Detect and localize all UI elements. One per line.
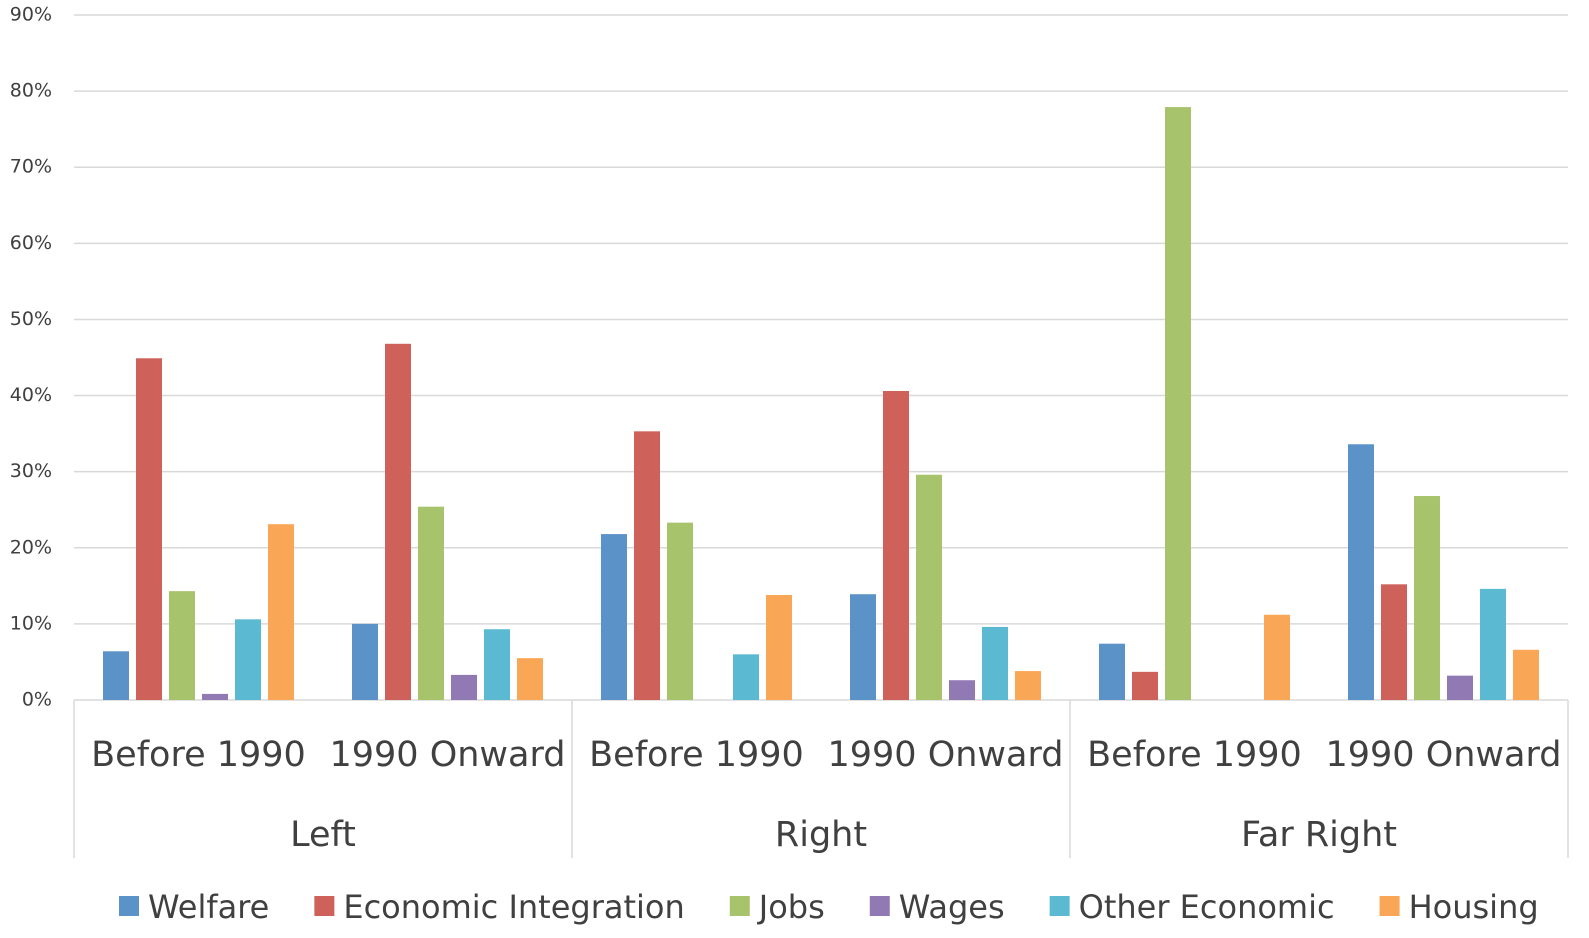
bar	[634, 431, 660, 700]
x-tick-label: 1990 Onward	[828, 735, 1064, 775]
bar	[1099, 643, 1125, 700]
bar	[850, 594, 876, 700]
bar	[1381, 584, 1407, 700]
group-label: Right	[775, 815, 867, 855]
bar	[1348, 444, 1374, 700]
bar	[883, 390, 909, 700]
group-label: Far Right	[1241, 815, 1397, 855]
bar	[418, 506, 444, 700]
legend-label: Wages	[899, 888, 1005, 926]
legend-label: Welfare	[148, 888, 269, 926]
bar	[1414, 496, 1440, 700]
bar	[1513, 649, 1539, 700]
y-tick-label: 90%	[10, 4, 52, 26]
bar	[235, 619, 261, 700]
legend-label: Jobs	[757, 888, 825, 926]
bar	[385, 343, 411, 700]
bar	[1264, 614, 1290, 700]
bar	[667, 522, 693, 700]
legend-swatch	[314, 896, 335, 916]
y-tick-label: 50%	[10, 308, 52, 330]
bar	[517, 658, 543, 700]
bar	[982, 626, 1008, 700]
legend-swatch	[119, 896, 139, 916]
y-tick-label: 80%	[10, 80, 52, 102]
bar	[451, 674, 477, 700]
y-tick-label: 30%	[10, 460, 52, 482]
legend-swatch	[869, 896, 890, 916]
bar	[601, 534, 627, 700]
bar	[1165, 107, 1191, 701]
group-label: Left	[290, 815, 356, 855]
bar	[916, 474, 942, 700]
y-tick-label: 0%	[22, 689, 52, 711]
x-tick-label: Before 1990	[589, 735, 804, 775]
legend-label: Other Economic	[1079, 888, 1335, 926]
legend-swatch	[1049, 896, 1070, 916]
y-tick-label: 10%	[10, 612, 52, 634]
bar	[169, 591, 195, 700]
x-tick-label: 1990 Onward	[330, 735, 566, 775]
y-tick-label: 70%	[10, 156, 52, 178]
bar	[949, 680, 975, 700]
bar	[1480, 588, 1506, 700]
legend-label: Economic Integration	[343, 888, 684, 926]
bar	[766, 594, 792, 700]
y-tick-label: 20%	[10, 536, 52, 558]
legend-swatch	[1379, 896, 1400, 916]
bar	[202, 693, 228, 700]
y-tick-label: 60%	[10, 232, 52, 254]
bar	[484, 629, 510, 700]
bar	[733, 654, 759, 700]
legend-swatch	[729, 896, 750, 916]
x-tick-label: 1990 Onward	[1326, 735, 1562, 775]
bar	[352, 623, 378, 700]
bar	[268, 524, 294, 700]
bar	[136, 358, 162, 700]
x-tick-label: Before 1990	[1087, 735, 1302, 775]
y-tick-label: 40%	[10, 384, 52, 406]
legend-label: Housing	[1409, 888, 1539, 926]
bar	[1015, 671, 1041, 700]
bar	[1447, 675, 1473, 700]
x-tick-label: Before 1990	[91, 735, 306, 775]
bar	[1132, 671, 1158, 700]
bar	[103, 651, 129, 700]
